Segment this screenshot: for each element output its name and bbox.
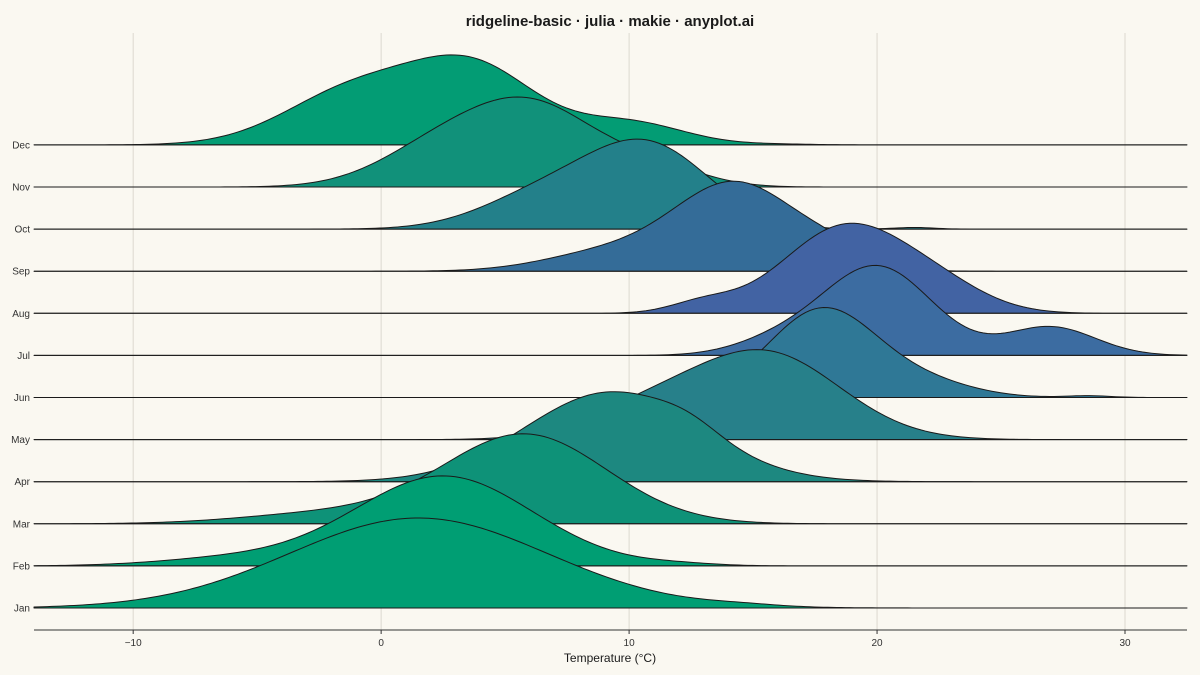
y-tick-labels: Dec Nov Oct Sep Aug Jul Jun May Apr Mar Feb Jan — [11, 140, 31, 614]
x-tick-label: −10 — [125, 638, 142, 649]
y-tick-label: Nov — [12, 183, 30, 194]
y-tick-label: Mar — [13, 519, 31, 530]
y-tick-label: Jun — [14, 393, 30, 404]
x-tick-label: 20 — [871, 638, 883, 649]
ridge-apr — [33, 391, 1188, 483]
x-tick-label: 10 — [624, 638, 636, 649]
chart-title: ridgeline-basic · julia · makie · anyplo… — [466, 13, 754, 30]
x-ticks: −10 0 10 20 30 — [125, 630, 1131, 649]
y-tick-label: Dec — [12, 140, 30, 151]
x-tick-label: 0 — [378, 638, 384, 649]
y-tick-label: Sep — [12, 267, 30, 278]
ridges — [33, 54, 1188, 609]
x-tick-label: 30 — [1119, 638, 1131, 649]
ridge-dec — [33, 54, 1188, 146]
y-tick-label: May — [11, 435, 30, 446]
x-axis-label: Temperature (°C) — [564, 651, 656, 665]
y-tick-label: Oct — [14, 225, 30, 236]
ridge-oct — [33, 138, 1188, 230]
y-tick-label: Jul — [17, 351, 30, 362]
y-tick-label: Apr — [14, 477, 30, 488]
y-tick-label: Feb — [13, 561, 31, 572]
y-tick-label: Aug — [12, 309, 30, 320]
y-tick-label: Jan — [14, 604, 30, 615]
